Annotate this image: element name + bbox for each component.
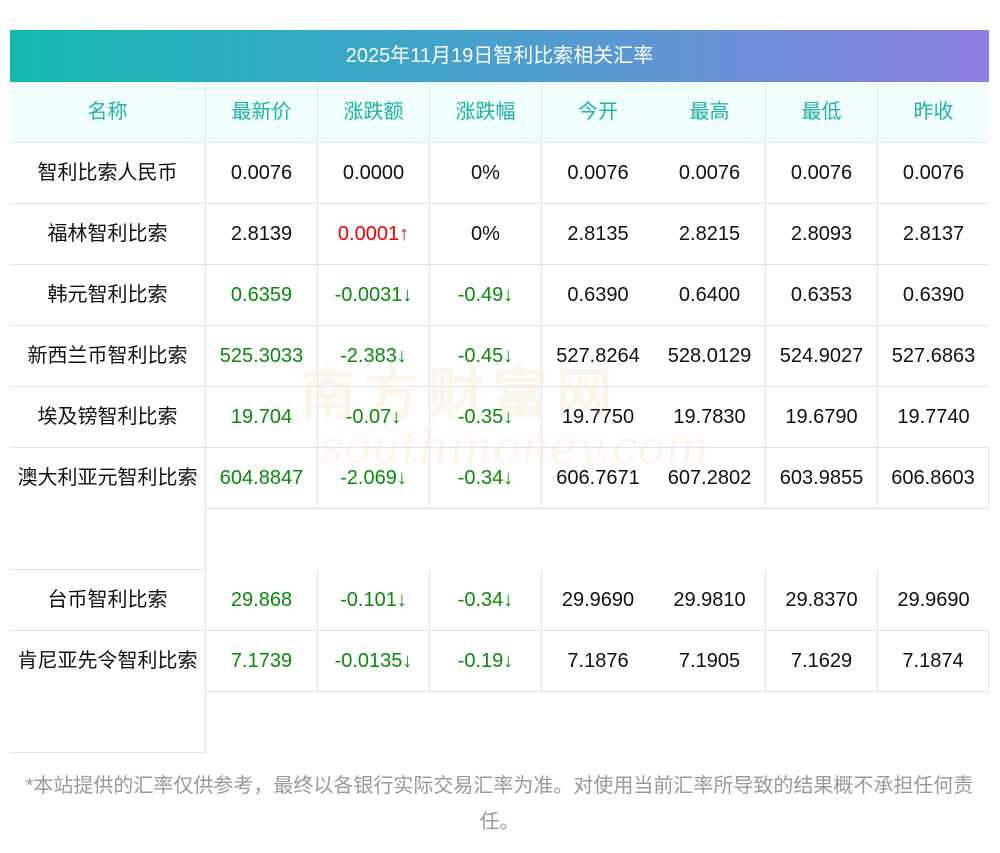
cell-change: -2.383↓ xyxy=(318,326,430,386)
cell-low: 0.0076 xyxy=(766,143,878,203)
cell-pct: -0.35↓ xyxy=(430,387,542,447)
cell-prev: 0.6390 xyxy=(902,284,965,306)
cell-open: 0.0076 xyxy=(567,162,629,184)
cell-prev: 606.8603 xyxy=(878,448,989,509)
cell-pct: -0.19↓ xyxy=(430,631,542,692)
cell-latest: 0.0076 xyxy=(206,143,318,203)
cell-high: 607.2802 xyxy=(654,448,766,509)
cell-latest: 7.1739 xyxy=(206,631,318,692)
table-row: 福林智利比索 2.8139 0.0001↑ 0% 2.8135 2.8215 2.8093 2… xyxy=(10,204,989,265)
cell-change: -0.0135↓ xyxy=(318,631,430,692)
cell-prev: 2.8137 xyxy=(902,223,965,245)
row-spacer xyxy=(206,692,989,753)
header-pct: 涨跌幅 xyxy=(430,82,542,142)
cell-low: 603.9855 xyxy=(766,448,878,509)
cell-high: 7.1905 xyxy=(654,631,766,692)
cell-pct: -0.49↓ xyxy=(430,265,542,325)
cell-open: 527.8264 xyxy=(556,345,640,367)
table-row: 埃及镑智利比索 19.704 -0.07↓ -0.35↓ 19.7750 19.7830 1… xyxy=(10,387,989,448)
currency-name: 台币智利比索 xyxy=(10,570,206,630)
cell-low: 0.6353 xyxy=(766,265,878,325)
cell-latest: 604.8847 xyxy=(206,448,318,509)
header-latest: 最新价 xyxy=(206,82,318,142)
cell-low: 29.8370 xyxy=(766,570,878,630)
cell-latest: 29.868 xyxy=(206,570,318,630)
header-open: 今开 xyxy=(578,101,618,123)
header-prev: 昨收 xyxy=(913,101,954,123)
cell-latest: 19.704 xyxy=(206,387,318,447)
cell-high: 19.7830 xyxy=(654,387,766,447)
cell-prev: 19.7740 xyxy=(897,406,970,428)
cell-low: 7.1629 xyxy=(766,631,878,692)
table-row: 肯尼亚先令智利比索 7.1739 -0.0135↓ -0.19↓ 7.1876 7.190… xyxy=(10,631,989,753)
cell-pct: -0.34↓ xyxy=(430,448,542,509)
cell-latest: 525.3033 xyxy=(206,326,318,386)
table-row: 新西兰币智利比索 525.3033 -2.383↓ -0.45↓ 527.8264 528… xyxy=(10,326,989,387)
cell-open: 29.9690 xyxy=(561,589,635,611)
cell-open: 19.7750 xyxy=(561,406,635,428)
cell-high: 0.0076 xyxy=(654,143,766,203)
cell-prev: 29.9690 xyxy=(897,589,970,611)
cell-change: 0.0001↑ xyxy=(318,204,430,264)
cell-pct: -0.34↓ xyxy=(430,570,542,630)
row-spacer xyxy=(206,509,989,570)
cell-open: 0.6390 xyxy=(567,284,629,306)
cell-high: 0.6400 xyxy=(654,265,766,325)
cell-prev: 7.1874 xyxy=(878,631,989,692)
cell-change: -0.101↓ xyxy=(318,570,430,630)
currency-name: 新西兰币智利比索 xyxy=(10,326,206,386)
cell-open: 7.1876 xyxy=(542,631,654,692)
table-row: 澳大利亚元智利比索 604.8847 -2.069↓ -0.34↓ 606.7671 60… xyxy=(10,448,989,570)
header-low: 最低 xyxy=(766,82,878,142)
currency-name: 智利比索人民币 xyxy=(10,143,206,203)
cell-change: -0.0031↓ xyxy=(318,265,430,325)
exchange-rate-table: 2025年11月19日智利比索相关汇率 名称 最新价 涨跌额 涨跌幅 今开 最高… xyxy=(10,30,989,753)
disclaimer: *本站提供的汇率仅供参考，最终以各银行实际交易汇率为准。对使用当前汇率所导致的结… xyxy=(25,775,974,833)
currency-name: 韩元智利比索 xyxy=(10,265,206,325)
cell-latest: 0.6359 xyxy=(206,265,318,325)
cell-prev: 0.0076 xyxy=(902,162,965,184)
cell-low: 19.6790 xyxy=(766,387,878,447)
table-row: 台币智利比索 29.868 -0.101↓ -0.34↓ 29.9690 29.9810 2… xyxy=(10,570,989,631)
currency-name: 澳大利亚元智利比索 xyxy=(10,448,206,569)
currency-name: 福林智利比索 xyxy=(10,204,206,264)
cell-low: 524.9027 xyxy=(766,326,878,386)
currency-name: 肯尼亚先令智利比索 xyxy=(10,631,206,752)
cell-change: -2.069↓ xyxy=(318,448,430,509)
cell-prev: 527.6863 xyxy=(891,345,976,367)
header-name: 名称 xyxy=(10,82,206,142)
cell-open: 606.7671 xyxy=(542,448,654,509)
cell-change: 0.0000 xyxy=(318,143,430,203)
table-header: 名称 最新价 涨跌额 涨跌幅 今开 最高 最低 昨收 xyxy=(10,82,989,143)
cell-low: 2.8093 xyxy=(766,204,878,264)
cell-high: 29.9810 xyxy=(654,570,766,630)
cell-change: -0.07↓ xyxy=(318,387,430,447)
cell-pct: 0% xyxy=(430,204,542,264)
cell-high: 2.8215 xyxy=(654,204,766,264)
cell-high: 528.0129 xyxy=(654,326,766,386)
header-change: 涨跌额 xyxy=(318,82,430,142)
header-high: 最高 xyxy=(654,82,766,142)
cell-pct: -0.45↓ xyxy=(430,326,542,386)
cell-latest: 2.8139 xyxy=(206,204,318,264)
cell-pct: 0% xyxy=(430,143,542,203)
table-row: 韩元智利比索 0.6359 -0.0031↓ -0.49↓ 0.6390 0.6400 0.… xyxy=(10,265,989,326)
table-row: 智利比索人民币 0.0076 0.0000 0% 0.0076 0.0076 0.0076 0… xyxy=(10,143,989,204)
table-title: 2025年11月19日智利比索相关汇率 xyxy=(10,30,989,82)
cell-open: 2.8135 xyxy=(567,223,629,245)
currency-name: 埃及镑智利比索 xyxy=(10,387,206,447)
